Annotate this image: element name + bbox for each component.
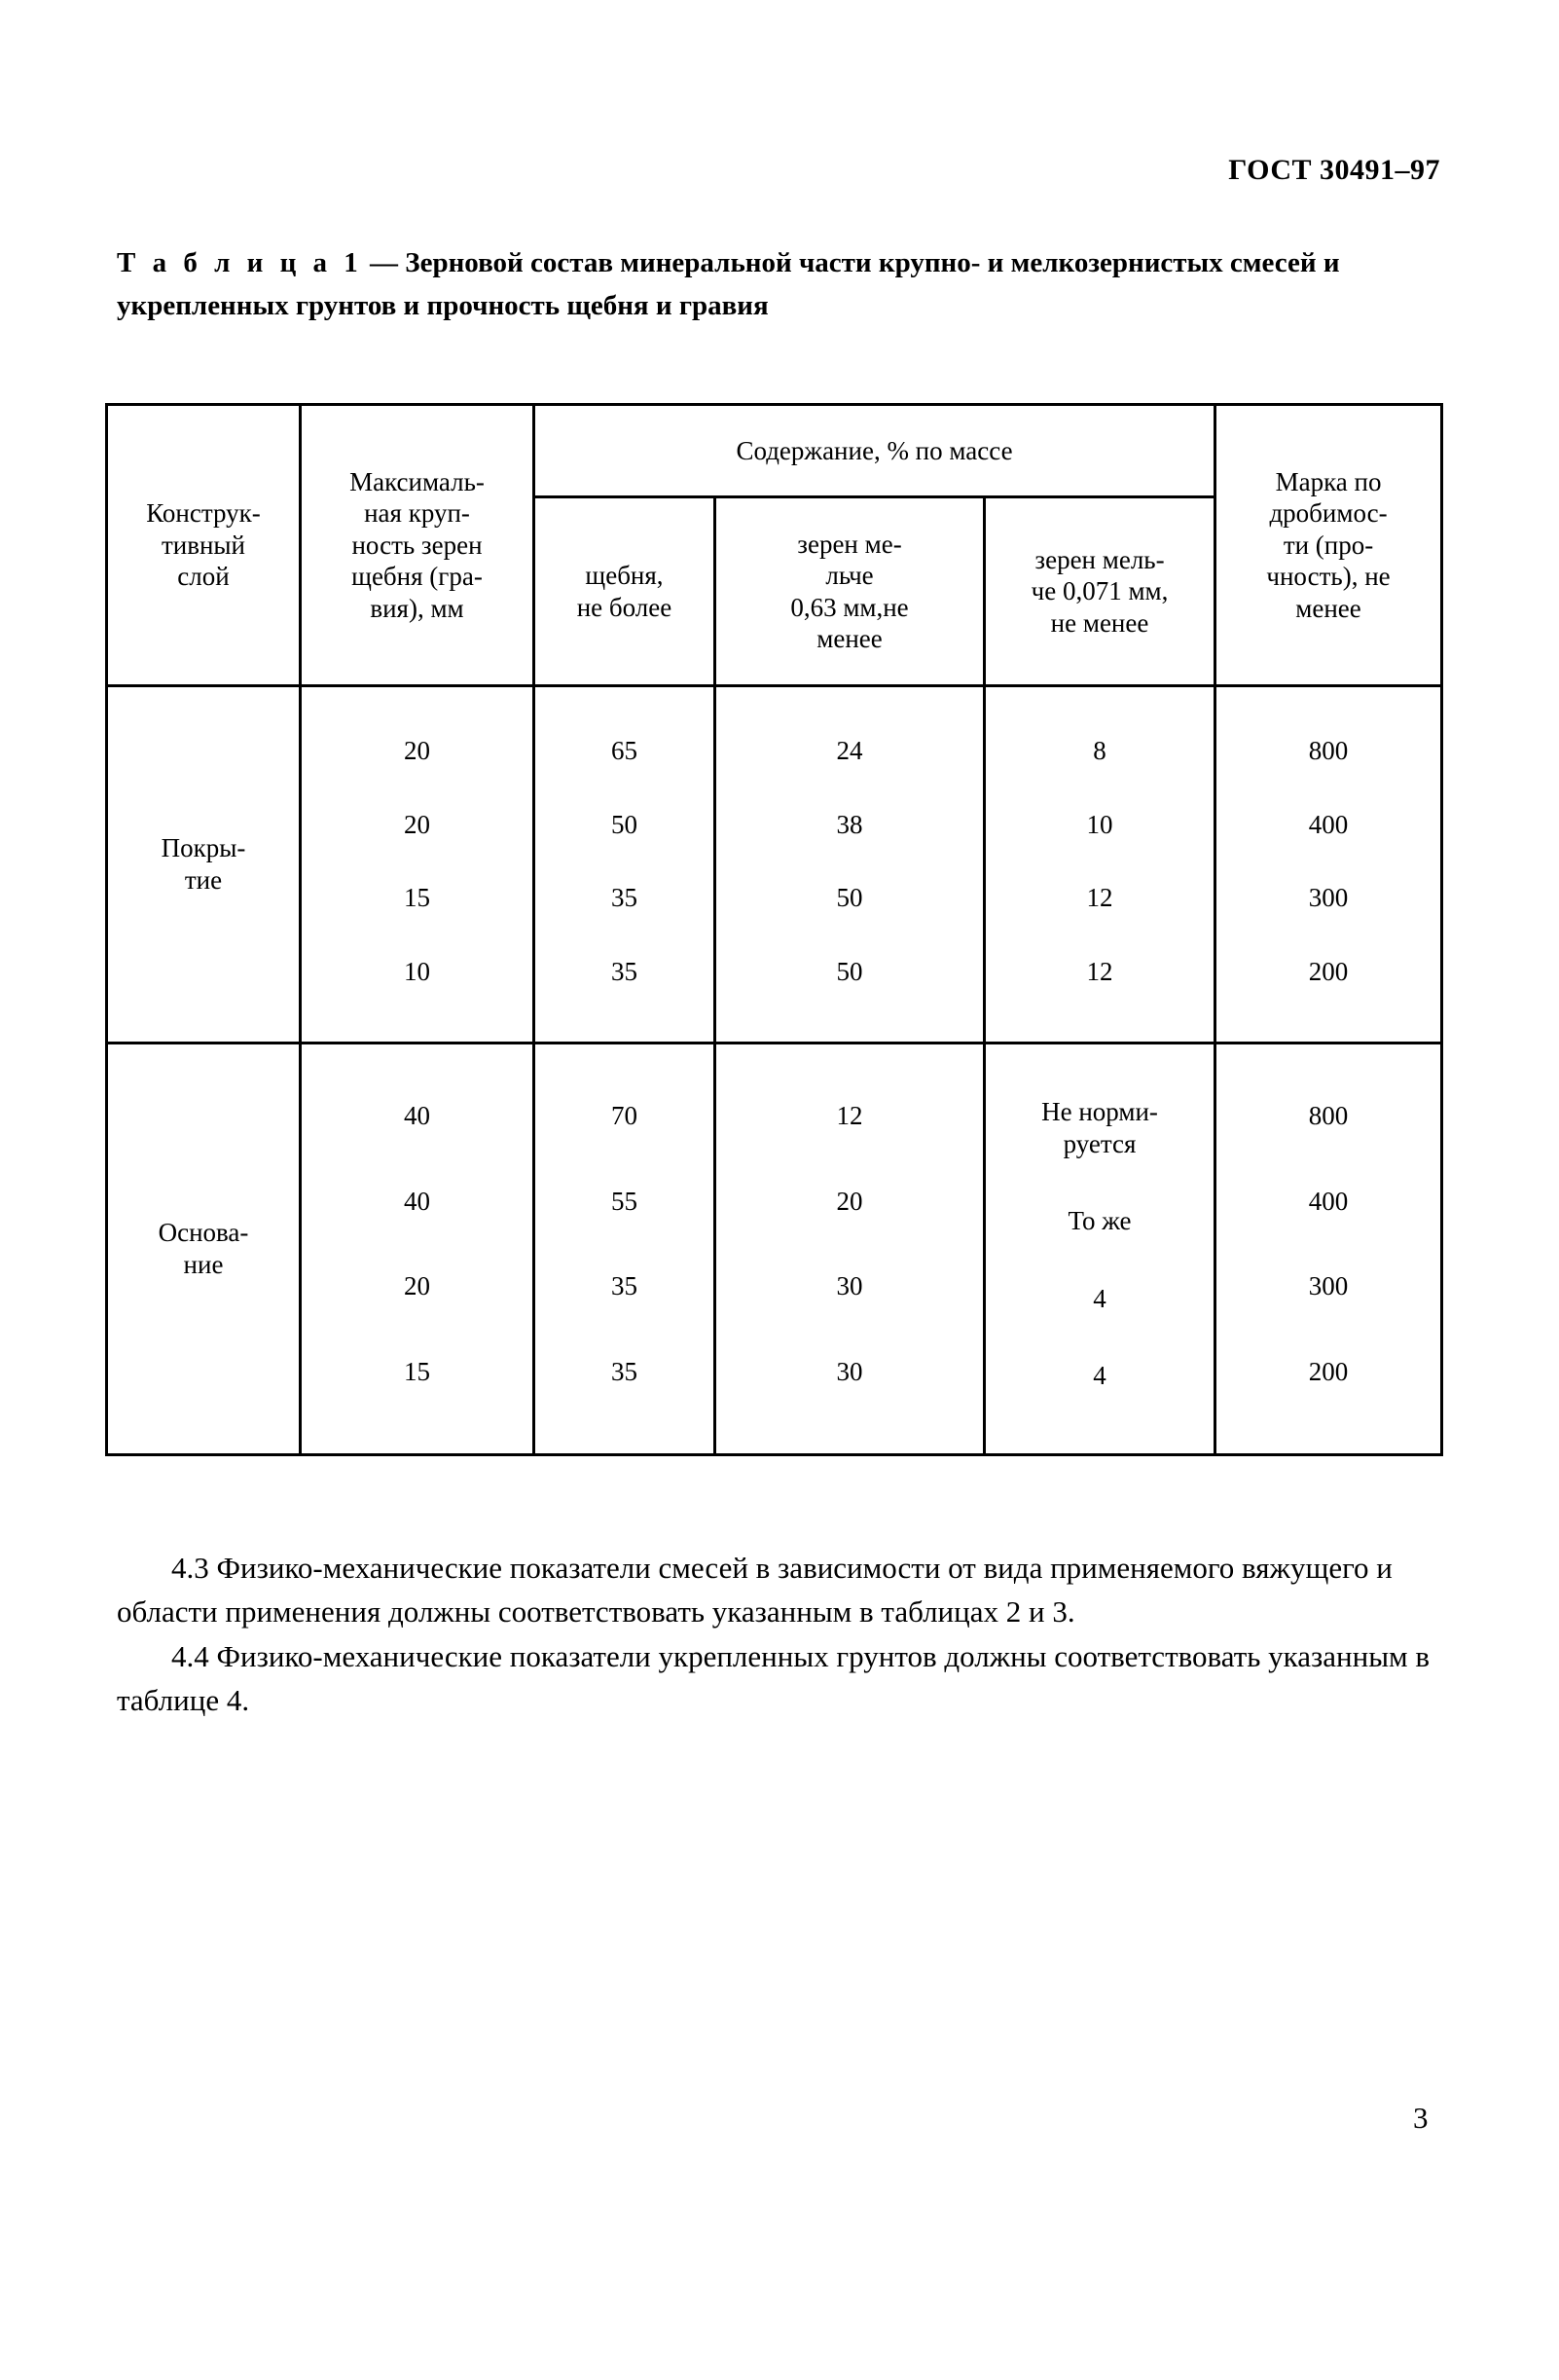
- cell-finer0071-group-1: 8 10 12 12: [982, 684, 1217, 1044]
- header-grains-finer-063: зерен ме- льче 0,63 мм,не менее: [713, 495, 986, 687]
- header-grains-finer-0071: зерен мель- че 0,071 мм, не менее: [982, 495, 1217, 687]
- paragraph-4-4: 4.4 Физико-механические показатели укреп…: [117, 1638, 1431, 1717]
- running-header: ГОСТ 30491‒97: [1228, 154, 1440, 186]
- value-grade: 200: [1308, 956, 1349, 986]
- cell-crushed-group-2: 70 55 35 35: [532, 1042, 716, 1456]
- value-finer063: 30: [836, 1356, 863, 1386]
- value-grade: 300: [1308, 1271, 1349, 1301]
- cell-finer063-group-2: 12 20 30 30: [713, 1042, 986, 1456]
- row-label-osnovanie: Основа- ние: [105, 1042, 302, 1456]
- header-constructive-layer: Конструк- тивный слой: [105, 403, 302, 687]
- table-caption: Т а б л и ц а 1 — Зерновой состав минера…: [117, 241, 1448, 327]
- value-finer063: 50: [836, 883, 863, 913]
- value-finer0071: 4: [1093, 1360, 1106, 1390]
- header-max-grain-size: Максималь- ная круп- ность зерен щебня (…: [299, 403, 535, 687]
- value-finer063: 24: [836, 736, 863, 766]
- value-max-size: 15: [404, 1356, 430, 1386]
- table-body: Покры- тие 20 20 15 10 65 50 3: [105, 684, 1444, 1456]
- paragraph-4-3: 4.3 Физико-механические показатели смесе…: [117, 1551, 1393, 1629]
- value-max-size: 20: [404, 736, 430, 766]
- value-crushed: 65: [611, 736, 637, 766]
- value-max-size: 20: [404, 809, 430, 839]
- value-crushed: 55: [611, 1186, 637, 1216]
- value-finer063: 20: [836, 1186, 863, 1216]
- value-crushed: 70: [611, 1101, 637, 1131]
- value-finer0071: Не норми- руется: [1041, 1097, 1158, 1159]
- cell-finer0071-group-2: Не норми- руется То же 4 4: [982, 1042, 1217, 1456]
- value-grade: 800: [1308, 736, 1349, 766]
- page-number: 3: [1413, 2101, 1429, 2135]
- cell-max-size-group-2: 40 40 20 15: [299, 1042, 535, 1456]
- value-crushed: 35: [611, 1356, 637, 1386]
- value-crushed: 35: [611, 956, 637, 986]
- value-finer0071: 8: [1093, 736, 1106, 766]
- value-finer063: 12: [836, 1101, 863, 1131]
- value-max-size: 20: [404, 1271, 430, 1301]
- value-finer0071: 12: [1086, 883, 1113, 913]
- value-max-size: 15: [404, 883, 430, 913]
- value-crushed: 35: [611, 1271, 637, 1301]
- table-caption-dash: —: [362, 247, 406, 278]
- row-label-pokrytie: Покры- тие: [105, 684, 302, 1044]
- cell-grade-group-1: 800 400 300 200: [1214, 684, 1444, 1044]
- table-head: Конструк- тивный слой Максималь- ная кру…: [105, 402, 1444, 687]
- value-finer063: 30: [836, 1271, 863, 1301]
- value-crushed: 50: [611, 809, 637, 839]
- value-grade: 200: [1308, 1356, 1349, 1386]
- value-finer063: 50: [836, 956, 863, 986]
- value-finer0071: 12: [1086, 956, 1113, 986]
- value-grade: 300: [1308, 883, 1349, 913]
- value-finer0071: То же: [1068, 1206, 1132, 1236]
- table-row: Основа- ние 40 40 20 15 70 55: [105, 1042, 1444, 1456]
- table-head-row-2: щебня, не более зерен ме- льче 0,63 мм,н…: [107, 495, 1442, 687]
- value-grade: 400: [1308, 809, 1349, 839]
- value-grade: 800: [1308, 1101, 1349, 1131]
- value-grade: 400: [1308, 1186, 1349, 1216]
- value-max-size: 10: [404, 956, 430, 986]
- value-finer063: 38: [836, 809, 863, 839]
- value-crushed: 35: [611, 883, 637, 913]
- table-1: Конструк- тивный слой Максималь- ная кру…: [105, 402, 1444, 1456]
- cell-crushed-group-1: 65 50 35 35: [532, 684, 716, 1044]
- body-text: 4.3 Физико-механические показатели смесе…: [117, 1546, 1454, 1722]
- cell-max-size-group-1: 20 20 15 10: [299, 684, 535, 1044]
- header-crushed-stone-max: щебня, не более: [532, 495, 716, 687]
- header-crushing-grade: Марка по дробимос- ти (про- чность), не …: [1214, 403, 1444, 687]
- value-max-size: 40: [404, 1101, 430, 1131]
- grain-composition-table: Конструк- тивный слой Максималь- ная кру…: [105, 402, 1444, 1456]
- table-caption-text: Зерновой состав минеральной части крупно…: [117, 247, 1340, 322]
- table-row: Покры- тие 20 20 15 10 65 50 3: [105, 684, 1444, 1044]
- value-finer0071: 4: [1093, 1283, 1106, 1313]
- cell-finer063-group-1: 24 38 50 50: [713, 684, 986, 1044]
- header-group-content: Содержание, % по массе: [531, 402, 1217, 499]
- value-max-size: 40: [404, 1186, 430, 1216]
- table-head-row-1: Конструк- тивный слой Максималь- ная кру…: [105, 402, 1444, 687]
- cell-grade-group-2: 800 400 300 200: [1214, 1042, 1444, 1456]
- table-caption-label: Т а б л и ц а 1: [117, 247, 363, 278]
- value-finer0071: 10: [1086, 809, 1113, 839]
